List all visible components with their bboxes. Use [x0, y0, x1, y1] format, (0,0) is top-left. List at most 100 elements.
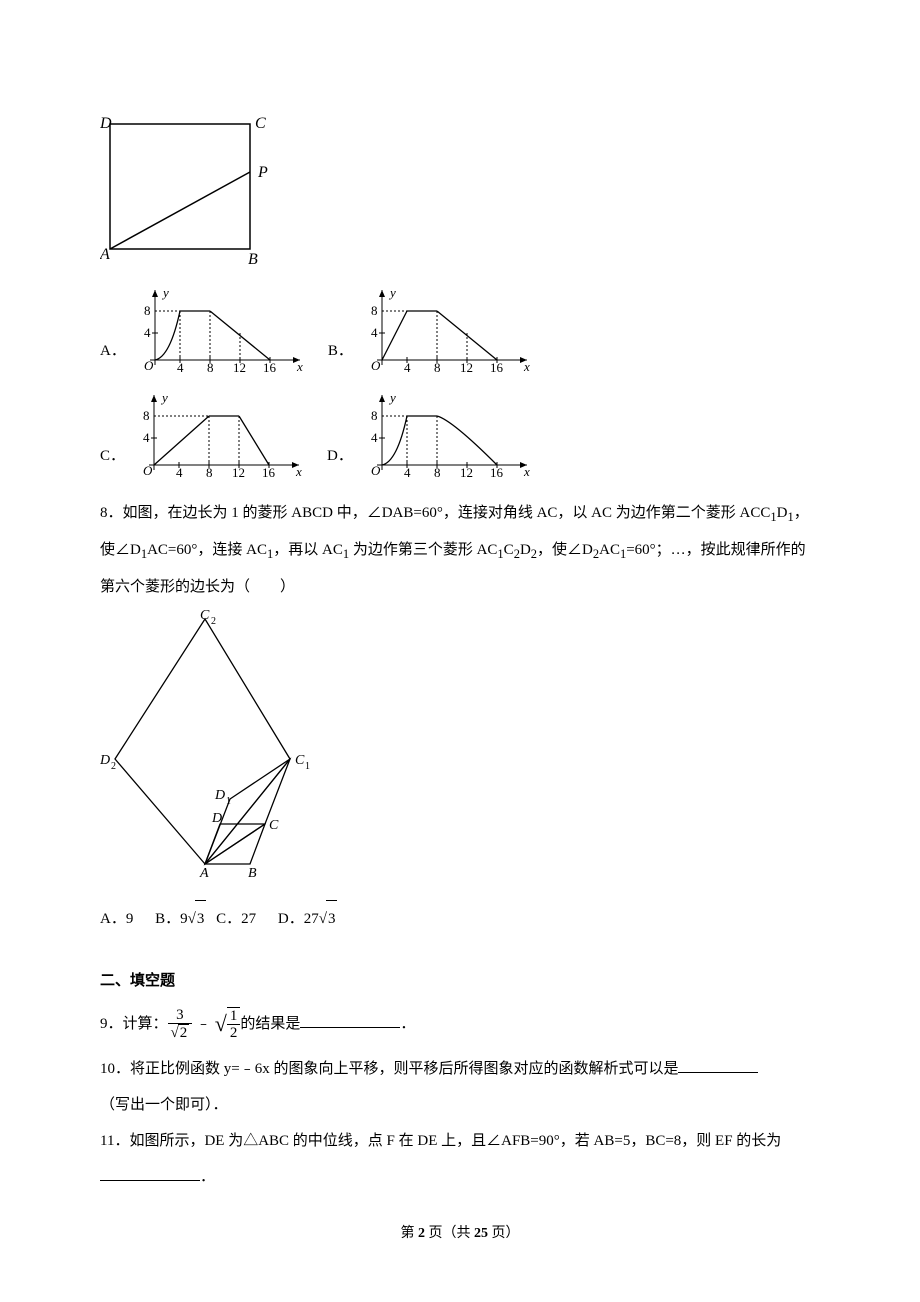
label-C: C: [255, 115, 266, 132]
q7-chart-a: O y x 8 4 4 8 12 16: [130, 285, 310, 388]
q7-chart-c: O y x 8 4 4 8 12 16: [129, 390, 309, 493]
q8-opt-b-rad: 3: [195, 900, 207, 937]
q9-frac1: 3√2: [168, 1007, 193, 1042]
q8-options: A．9 B．9√3 C．27 D．27√3: [100, 900, 820, 937]
q9-frac1-num: 3: [168, 1007, 193, 1025]
q10-text: 将正比例函数 y=﹣6x 的图象向上平移，则平移后所得图象对应的函数解析式可以是: [130, 1061, 678, 1077]
q9: 9．计算：3√2 ﹣ √12的结果是 ．: [100, 998, 820, 1051]
q9-frac2: 12: [227, 1007, 241, 1042]
q10-note: （写出一个即可）．: [100, 1087, 820, 1123]
q8-figure: A B C D C1 D1 C2 D2: [100, 609, 820, 892]
q8-text: 8．如图，在边长为 1 的菱形 ABCD 中，∠DAB=60°，连接对角线 AC…: [100, 495, 820, 605]
q8-opt-b-pre: B．9: [155, 911, 188, 927]
section2-title: 二、填空题: [100, 965, 820, 998]
svg-text:2: 2: [111, 761, 116, 772]
svg-text:y: y: [388, 285, 396, 300]
svg-text:x: x: [296, 359, 303, 374]
svg-text:O: O: [143, 463, 153, 478]
q9-minus: ﹣: [196, 1016, 211, 1032]
q11: 11．如图所示，DE 为△ABC 的中位线，点 F 在 DE 上，且∠AFB=9…: [100, 1123, 820, 1195]
q7-options-row1: A． O y x 8 4 4 8 12 16: [100, 285, 820, 388]
label-P: P: [257, 164, 268, 181]
q8-t9: ，使∠D: [537, 542, 593, 558]
footer-total: 25: [474, 1226, 488, 1241]
q11-text: 如图所示，DE 为△ABC 的中位线，点 F 在 DE 上，且∠AFB=90°，…: [129, 1133, 781, 1149]
q10-blank[interactable]: [678, 1058, 758, 1073]
q11-blank[interactable]: [100, 1166, 200, 1181]
footer-mid: 页（共: [425, 1226, 474, 1241]
svg-text:B: B: [248, 866, 257, 879]
label-B: B: [248, 251, 258, 264]
q8-opt-b: B．9√3: [155, 911, 206, 927]
svg-text:8: 8: [371, 303, 378, 318]
svg-text:x: x: [295, 464, 302, 479]
svg-text:C: C: [200, 609, 210, 623]
footer-page: 2: [418, 1226, 425, 1241]
svg-text:D: D: [214, 788, 225, 803]
q10-num: 10．: [100, 1061, 130, 1077]
q7-opt-d-label: D．: [327, 440, 353, 473]
q8-t1: 如图，在边长为 1 的菱形 ABCD 中，∠DAB=60°，连接对角线 AC，以…: [123, 505, 771, 521]
q7-square-figure: D C A B P: [100, 114, 820, 277]
footer-pre: 第: [401, 1226, 419, 1241]
page-content: D C A B P A． O y x 8 4 4 8 12: [0, 0, 920, 1195]
svg-text:4: 4: [371, 325, 378, 340]
q7-chart-d: O y x 8 4 4 8 12 16: [357, 390, 537, 493]
q9-period: ．: [400, 1016, 415, 1032]
q7-options-row2: C． O y x 8 4 4 8 12 16: [100, 390, 820, 493]
svg-text:C: C: [269, 818, 279, 833]
q8-t5: ，再以 AC: [273, 542, 343, 558]
svg-text:y: y: [388, 390, 396, 405]
svg-text:4: 4: [371, 430, 378, 445]
q9-frac1-den: √2: [168, 1024, 193, 1042]
svg-text:4: 4: [143, 430, 150, 445]
q8-t4: AC=60°，连接 AC: [147, 542, 267, 558]
q7-opt-a-label: A．: [100, 335, 126, 368]
q8-t7: C: [504, 542, 514, 558]
svg-text:O: O: [371, 358, 381, 373]
svg-text:y: y: [160, 390, 168, 405]
footer-post: 页）: [488, 1226, 520, 1241]
q8-t2: D: [777, 505, 788, 521]
q9-frac1-den-rad: 2: [178, 1024, 190, 1042]
label-A: A: [100, 246, 110, 263]
q10: 10．将正比例函数 y=﹣6x 的图象向上平移，则平移后所得图象对应的函数解析式…: [100, 1051, 820, 1087]
q8-t10: AC: [599, 542, 620, 558]
svg-text:1: 1: [305, 761, 310, 772]
q8-opt-d: D．27√3: [278, 911, 338, 927]
q7-opt-b-label: B．: [328, 335, 353, 368]
q11-num: 11．: [100, 1133, 129, 1149]
q9-num: 9．: [100, 1016, 123, 1032]
q11-period: ．: [200, 1169, 215, 1185]
svg-text:y: y: [161, 285, 169, 300]
svg-text:8: 8: [371, 408, 378, 423]
svg-text:O: O: [371, 463, 381, 478]
svg-text:8: 8: [144, 303, 151, 318]
label-D: D: [100, 115, 112, 132]
q9-frac2-den: 2: [227, 1025, 241, 1042]
q9-blank[interactable]: [300, 1013, 400, 1028]
q8-opt-d-rad: 3: [326, 900, 338, 937]
q9-bigsqrt: √: [215, 1011, 227, 1036]
svg-text:2: 2: [211, 616, 216, 627]
q8-num: 8．: [100, 505, 123, 521]
q8-opt-c: C．27: [216, 911, 256, 927]
svg-text:A: A: [199, 866, 209, 879]
q8-opt-a: A．9: [100, 911, 133, 927]
svg-text:1: 1: [226, 796, 231, 807]
page-footer: 第 2 页（共 25 页）: [0, 1222, 920, 1242]
q8-t6: 为边作第三个菱形 AC: [349, 542, 497, 558]
svg-text:O: O: [144, 358, 154, 373]
q9-post: 的结果是: [240, 1016, 300, 1032]
q7-chart-b: O y x 8 4 4 8 12 16: [357, 285, 537, 388]
svg-text:8: 8: [143, 408, 150, 423]
svg-text:x: x: [523, 359, 530, 374]
svg-text:D: D: [211, 811, 222, 826]
q8-opt-d-pre: D．27: [278, 911, 319, 927]
q8-t8: D: [520, 542, 531, 558]
svg-text:C: C: [295, 753, 305, 768]
q9-pre: 计算：: [123, 1016, 168, 1032]
q7-opt-c-label: C．: [100, 440, 125, 473]
svg-text:x: x: [523, 464, 530, 479]
svg-text:4: 4: [144, 325, 151, 340]
